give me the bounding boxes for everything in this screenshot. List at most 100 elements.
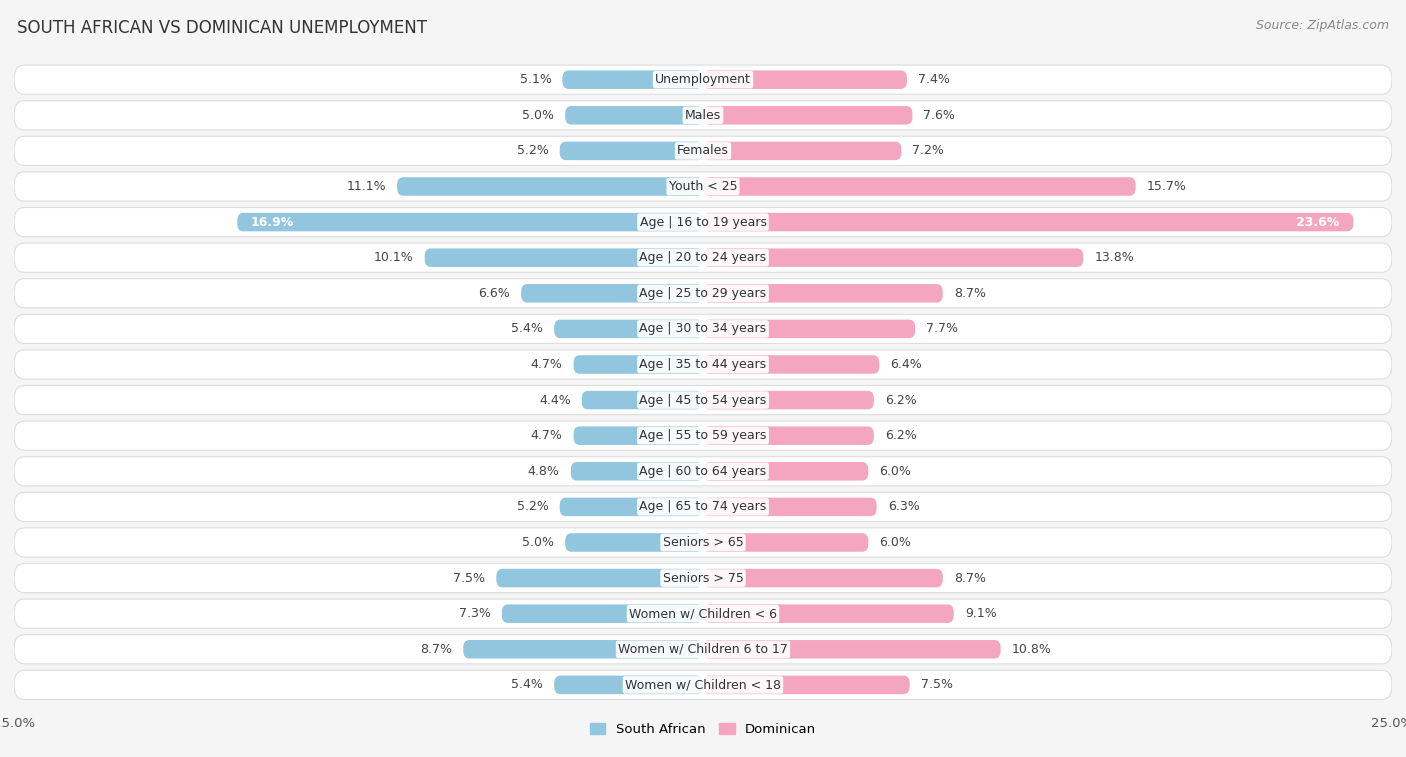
- FancyBboxPatch shape: [14, 634, 1392, 664]
- FancyBboxPatch shape: [703, 533, 869, 552]
- Text: Women w/ Children < 18: Women w/ Children < 18: [626, 678, 780, 691]
- Text: 6.0%: 6.0%: [879, 465, 911, 478]
- Text: 10.8%: 10.8%: [1012, 643, 1052, 656]
- FancyBboxPatch shape: [463, 640, 703, 659]
- FancyBboxPatch shape: [14, 279, 1392, 308]
- Text: 5.0%: 5.0%: [522, 109, 554, 122]
- Text: 6.0%: 6.0%: [879, 536, 911, 549]
- Text: Males: Males: [685, 109, 721, 122]
- Text: Age | 20 to 24 years: Age | 20 to 24 years: [640, 251, 766, 264]
- Text: 7.5%: 7.5%: [921, 678, 953, 691]
- FancyBboxPatch shape: [14, 563, 1392, 593]
- FancyBboxPatch shape: [703, 319, 915, 338]
- Text: Seniors > 65: Seniors > 65: [662, 536, 744, 549]
- Text: Youth < 25: Youth < 25: [669, 180, 737, 193]
- Text: Women w/ Children 6 to 17: Women w/ Children 6 to 17: [619, 643, 787, 656]
- Text: 5.4%: 5.4%: [512, 322, 543, 335]
- FancyBboxPatch shape: [565, 106, 703, 125]
- FancyBboxPatch shape: [496, 569, 703, 587]
- FancyBboxPatch shape: [14, 65, 1392, 95]
- Text: 13.8%: 13.8%: [1094, 251, 1135, 264]
- Text: Seniors > 75: Seniors > 75: [662, 572, 744, 584]
- Text: 6.4%: 6.4%: [890, 358, 922, 371]
- Text: 7.6%: 7.6%: [924, 109, 955, 122]
- FancyBboxPatch shape: [703, 106, 912, 125]
- Text: 11.1%: 11.1%: [346, 180, 387, 193]
- Text: 6.2%: 6.2%: [884, 394, 917, 407]
- Text: 4.7%: 4.7%: [530, 358, 562, 371]
- Text: 7.4%: 7.4%: [918, 73, 950, 86]
- FancyBboxPatch shape: [14, 350, 1392, 379]
- FancyBboxPatch shape: [14, 528, 1392, 557]
- FancyBboxPatch shape: [14, 136, 1392, 166]
- Text: Age | 16 to 19 years: Age | 16 to 19 years: [640, 216, 766, 229]
- FancyBboxPatch shape: [703, 355, 879, 374]
- FancyBboxPatch shape: [554, 319, 703, 338]
- FancyBboxPatch shape: [703, 569, 943, 587]
- Text: 8.7%: 8.7%: [953, 287, 986, 300]
- FancyBboxPatch shape: [703, 497, 876, 516]
- FancyBboxPatch shape: [703, 604, 953, 623]
- FancyBboxPatch shape: [565, 533, 703, 552]
- Text: 6.2%: 6.2%: [884, 429, 917, 442]
- FancyBboxPatch shape: [703, 70, 907, 89]
- FancyBboxPatch shape: [14, 385, 1392, 415]
- Text: 8.7%: 8.7%: [953, 572, 986, 584]
- Text: Age | 55 to 59 years: Age | 55 to 59 years: [640, 429, 766, 442]
- FancyBboxPatch shape: [14, 421, 1392, 450]
- Text: 6.3%: 6.3%: [887, 500, 920, 513]
- Text: 10.1%: 10.1%: [374, 251, 413, 264]
- Text: 7.2%: 7.2%: [912, 145, 945, 157]
- FancyBboxPatch shape: [574, 355, 703, 374]
- Text: SOUTH AFRICAN VS DOMINICAN UNEMPLOYMENT: SOUTH AFRICAN VS DOMINICAN UNEMPLOYMENT: [17, 19, 427, 37]
- FancyBboxPatch shape: [571, 462, 703, 481]
- FancyBboxPatch shape: [703, 284, 943, 303]
- FancyBboxPatch shape: [14, 172, 1392, 201]
- FancyBboxPatch shape: [14, 314, 1392, 344]
- FancyBboxPatch shape: [14, 101, 1392, 130]
- FancyBboxPatch shape: [703, 391, 875, 410]
- Text: Unemployment: Unemployment: [655, 73, 751, 86]
- Text: 5.2%: 5.2%: [517, 500, 548, 513]
- FancyBboxPatch shape: [14, 243, 1392, 273]
- Text: 9.1%: 9.1%: [965, 607, 997, 620]
- Text: Age | 30 to 34 years: Age | 30 to 34 years: [640, 322, 766, 335]
- FancyBboxPatch shape: [703, 676, 910, 694]
- FancyBboxPatch shape: [703, 248, 1083, 267]
- Text: 6.6%: 6.6%: [478, 287, 510, 300]
- FancyBboxPatch shape: [562, 70, 703, 89]
- FancyBboxPatch shape: [703, 462, 869, 481]
- Text: 8.7%: 8.7%: [420, 643, 453, 656]
- FancyBboxPatch shape: [703, 213, 1354, 232]
- Text: 23.6%: 23.6%: [1296, 216, 1340, 229]
- Text: Age | 45 to 54 years: Age | 45 to 54 years: [640, 394, 766, 407]
- Text: 4.8%: 4.8%: [527, 465, 560, 478]
- Text: 7.3%: 7.3%: [458, 607, 491, 620]
- Text: Age | 35 to 44 years: Age | 35 to 44 years: [640, 358, 766, 371]
- FancyBboxPatch shape: [14, 492, 1392, 522]
- Text: 5.2%: 5.2%: [517, 145, 548, 157]
- Text: 5.1%: 5.1%: [520, 73, 551, 86]
- Text: 5.0%: 5.0%: [522, 536, 554, 549]
- FancyBboxPatch shape: [582, 391, 703, 410]
- FancyBboxPatch shape: [522, 284, 703, 303]
- FancyBboxPatch shape: [14, 207, 1392, 237]
- FancyBboxPatch shape: [554, 676, 703, 694]
- FancyBboxPatch shape: [14, 456, 1392, 486]
- Text: 7.7%: 7.7%: [927, 322, 959, 335]
- Text: 4.4%: 4.4%: [538, 394, 571, 407]
- Text: Women w/ Children < 6: Women w/ Children < 6: [628, 607, 778, 620]
- FancyBboxPatch shape: [703, 426, 875, 445]
- FancyBboxPatch shape: [560, 142, 703, 160]
- FancyBboxPatch shape: [703, 177, 1136, 196]
- Text: 7.5%: 7.5%: [453, 572, 485, 584]
- FancyBboxPatch shape: [14, 599, 1392, 628]
- Text: Source: ZipAtlas.com: Source: ZipAtlas.com: [1256, 19, 1389, 32]
- FancyBboxPatch shape: [425, 248, 703, 267]
- Legend: South African, Dominican: South African, Dominican: [585, 718, 821, 741]
- FancyBboxPatch shape: [238, 213, 703, 232]
- FancyBboxPatch shape: [14, 670, 1392, 699]
- FancyBboxPatch shape: [574, 426, 703, 445]
- Text: 15.7%: 15.7%: [1147, 180, 1187, 193]
- Text: Age | 25 to 29 years: Age | 25 to 29 years: [640, 287, 766, 300]
